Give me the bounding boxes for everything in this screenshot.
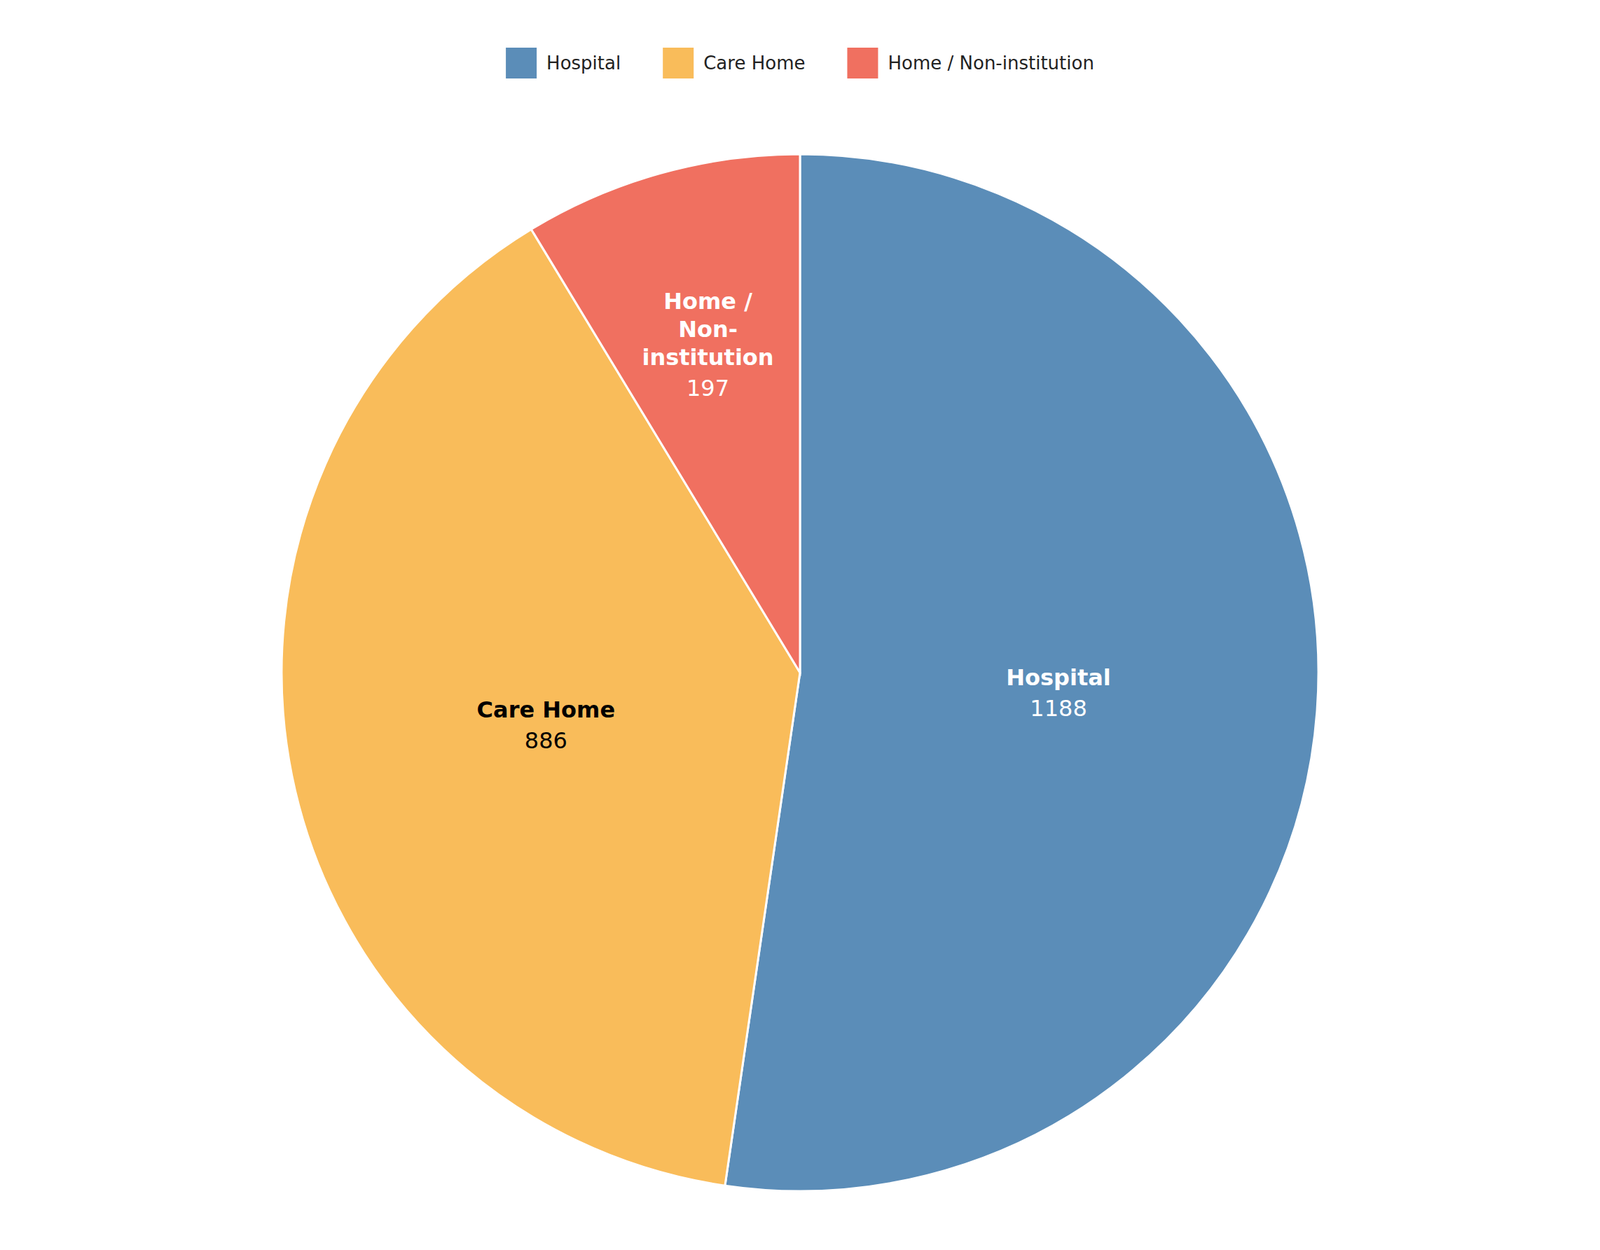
- chart-svg: Hospital 1188 Care Home 886 Home /Non-instit…: [0, 0, 1600, 1250]
- slice-label: Care Home: [477, 696, 616, 723]
- data-label: 197: [686, 374, 730, 402]
- slice-labels: Hospital 1188 Care Home 886 Home /Non-instit…: [477, 287, 1112, 755]
- legend-swatch: [846, 47, 878, 79]
- slice-label: Hospital: [1005, 664, 1112, 691]
- legend-item: Home / Non-institution: [846, 47, 1094, 79]
- chart-container: Hospital 1188 Care Home 886 Home /Non-instit…: [0, 0, 1600, 1250]
- slice-label-line: Non-: [678, 315, 738, 343]
- legend-label: Home / Non-institution: [887, 52, 1094, 74]
- slice-label-line: institution: [641, 343, 774, 371]
- slice-label-line: Care Home: [477, 696, 616, 723]
- legend-item: Hospital: [505, 47, 621, 79]
- slice-label-line: Hospital: [1005, 664, 1112, 691]
- pie-slice: [530, 154, 800, 673]
- pie-slices: [281, 154, 1319, 1191]
- legend-swatch: [505, 47, 537, 79]
- legend: Hospital Care Home Home / Non-institution: [505, 47, 1095, 79]
- pie-slice: [725, 154, 1319, 1191]
- slice-label-line: Home /: [663, 287, 753, 315]
- data-label: 886: [524, 727, 568, 754]
- legend-label: Hospital: [546, 52, 621, 74]
- data-label: 1188: [1029, 694, 1087, 722]
- legend-swatch: [662, 47, 694, 79]
- legend-item: Care Home: [662, 47, 805, 79]
- slice-label: Home /Non-institution: [641, 287, 774, 371]
- legend-label: Care Home: [703, 52, 805, 74]
